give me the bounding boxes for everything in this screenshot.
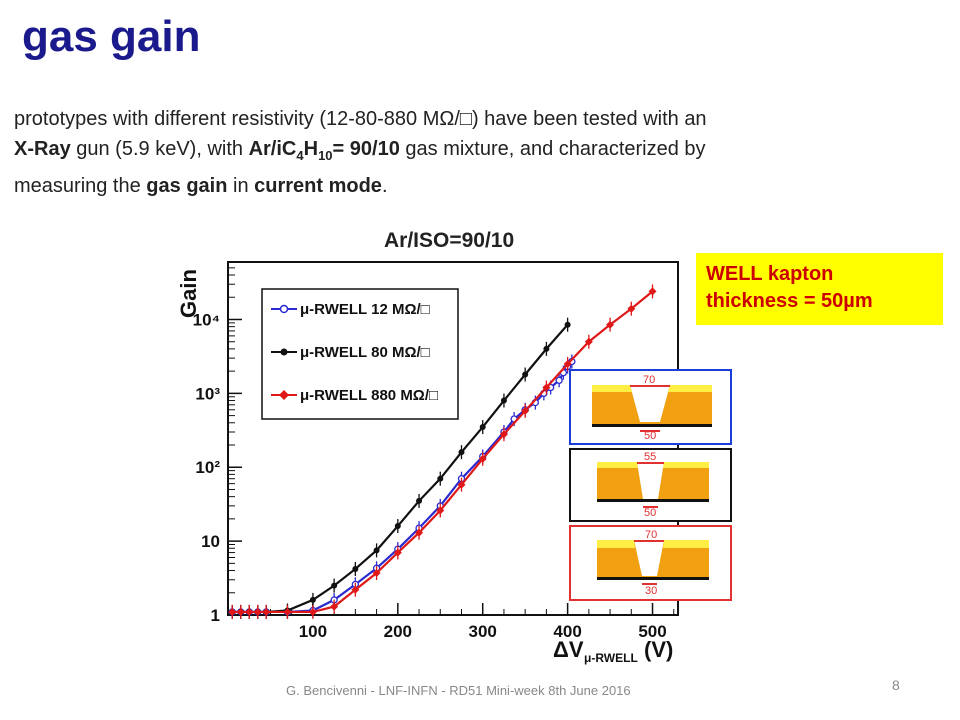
box-line-1: WELL kapton	[706, 263, 834, 285]
data-point	[499, 430, 508, 439]
inset-1-kapton	[592, 385, 712, 425]
inset-1-bottom-label: 50	[644, 430, 656, 442]
slide-title: gas gain	[22, 12, 201, 61]
axis-ticks: 100 200 300 400 500 1 10 10² 10³ 10⁴	[193, 261, 675, 641]
inset-1-top-layer-right	[668, 385, 712, 392]
chart-title: Ar/ISO=90/10	[384, 229, 515, 252]
x-axis-label-sub: μ-RWELL	[584, 651, 638, 665]
footer-text: G. Bencivenni - LNF-INFN - RD51 Mini-wee…	[286, 683, 631, 698]
data-point	[262, 607, 271, 616]
data-point	[564, 321, 571, 328]
data-point	[563, 359, 572, 368]
x-axis-label-main: ΔV	[553, 637, 584, 662]
data-point	[606, 320, 615, 329]
series-layer	[228, 284, 657, 619]
data-point	[479, 424, 486, 431]
data-point	[521, 406, 530, 415]
data-point	[394, 523, 401, 530]
data-point	[393, 548, 402, 557]
inset-1-top-layer-left	[592, 385, 632, 392]
well-thickness-box: WELL kapton thickness = 50µm	[696, 253, 943, 325]
inset-1: 70 50	[569, 369, 732, 445]
data-point	[372, 569, 381, 578]
data-point	[415, 528, 424, 537]
inset-2-top-layer-right	[663, 462, 709, 468]
inset-3-top-layer-left	[597, 540, 635, 548]
x-tick-label: 400	[553, 622, 581, 641]
data-point	[437, 475, 444, 482]
inset-2-frame	[569, 448, 732, 522]
data-point	[436, 506, 445, 515]
y-tick-label: 10	[201, 532, 220, 551]
inset-3-kapton	[597, 540, 709, 578]
x-tick-label: 200	[384, 622, 412, 641]
inset-3: 70 30	[569, 525, 732, 601]
data-point	[283, 607, 292, 616]
data-point	[253, 607, 262, 616]
data-point	[236, 607, 245, 616]
legend-label-80: μ-RWELL 80 MΩ/□	[300, 344, 430, 361]
x-tick-label: 100	[299, 622, 327, 641]
data-point	[308, 607, 317, 616]
data-point	[648, 287, 657, 296]
data-point	[500, 397, 507, 404]
inset-3-base	[597, 577, 709, 580]
y-tick-label: 10⁴	[193, 310, 220, 329]
data-point	[542, 383, 551, 392]
legend-box	[261, 288, 459, 420]
inset-2: 55 50	[569, 448, 732, 522]
data-point	[457, 480, 466, 489]
legend-label-12: μ-RWELL 12 MΩ/□	[300, 301, 430, 318]
inset-3-top-label: 70	[645, 529, 657, 541]
data-point	[373, 547, 380, 554]
legend: μ-RWELL 12 MΩ/□ μ-RWELL 80 MΩ/□ μ-RWELL …	[261, 288, 459, 420]
y-axis-label: Gain	[176, 269, 201, 318]
inset-1-top-label: 70	[643, 374, 655, 386]
data-point	[522, 371, 529, 378]
data-point	[352, 565, 359, 572]
x-tick-label: 500	[638, 622, 666, 641]
y-tick-label: 10³	[195, 384, 220, 403]
data-point	[555, 376, 563, 385]
data-point	[351, 585, 360, 594]
inset-1-base	[592, 424, 712, 427]
x-tick-label: 300	[469, 622, 497, 641]
page-number: 8	[892, 677, 900, 693]
box-line-2: thickness = 50µm	[706, 290, 873, 312]
data-point	[330, 602, 339, 611]
data-point	[627, 304, 636, 313]
data-point	[584, 337, 593, 346]
data-point	[228, 607, 237, 616]
data-point	[309, 596, 316, 603]
legend-marker-80	[280, 348, 288, 356]
inset-3-bottom-label: 30	[645, 585, 657, 597]
data-point	[458, 449, 465, 456]
data-point	[478, 454, 487, 463]
inset-2-kapton	[597, 462, 709, 500]
data-point	[331, 582, 338, 589]
data-point	[543, 345, 550, 352]
inset-3-top-layer-right	[663, 540, 709, 548]
inset-2-top-layer-left	[597, 462, 638, 468]
legend-marker-12	[279, 304, 289, 314]
y-tick-label: 10²	[195, 458, 220, 477]
legend-label-880: μ-RWELL 880 MΩ/□	[300, 387, 438, 404]
intro-paragraph: prototypes with different resistivity (1…	[14, 108, 707, 197]
y-tick-label: 1	[211, 606, 220, 625]
data-point	[245, 607, 254, 616]
inset-2-top-label: 55	[644, 451, 656, 463]
legend-marker-880	[279, 390, 289, 400]
x-axis-label-unit: (V)	[644, 637, 673, 662]
data-point	[416, 497, 423, 504]
inset-2-base	[597, 499, 709, 502]
inset-2-bottom-label: 50	[644, 507, 656, 519]
